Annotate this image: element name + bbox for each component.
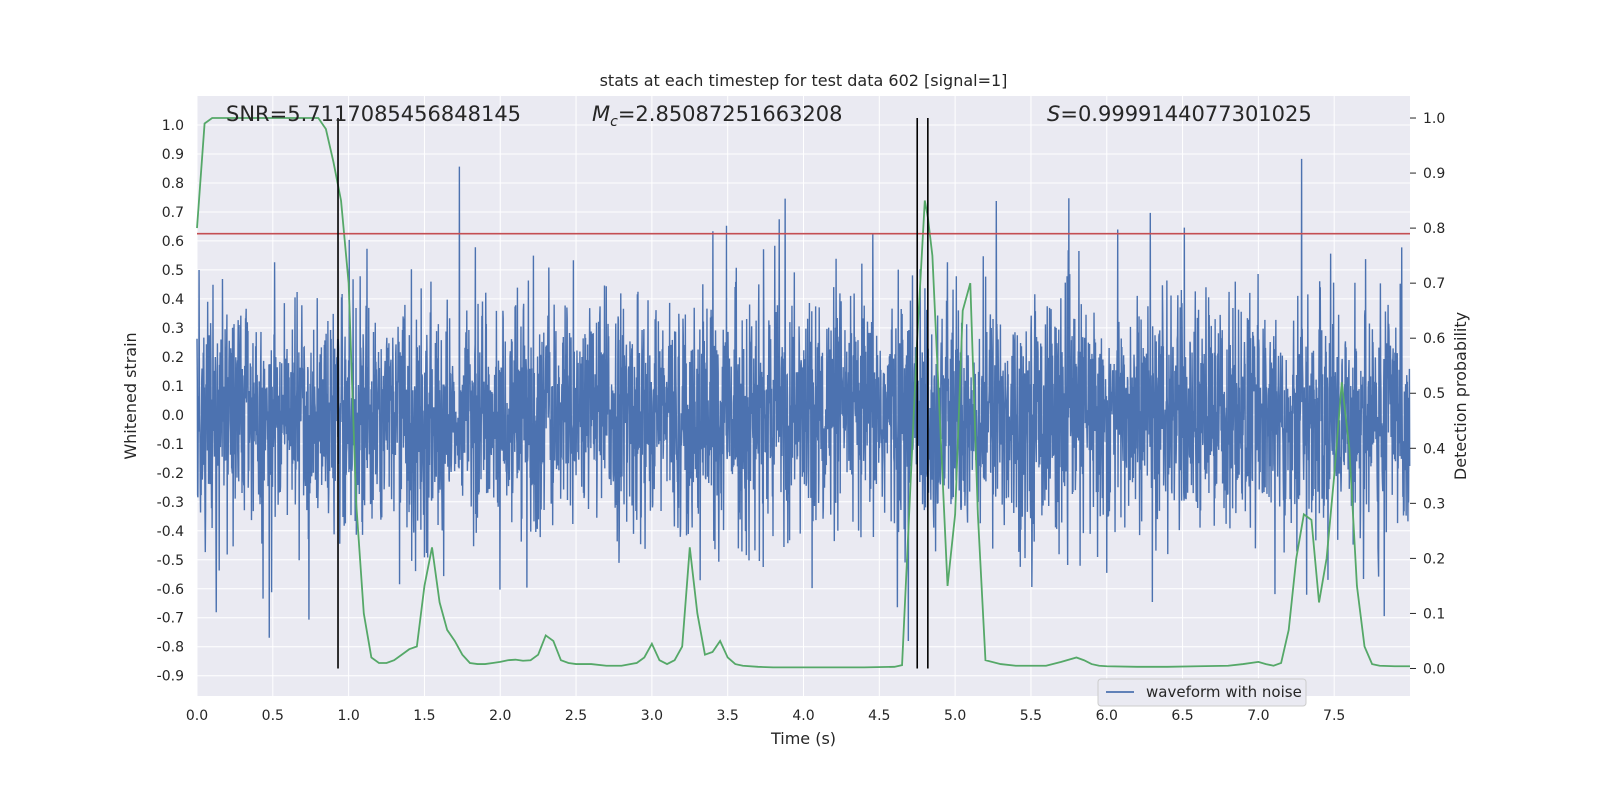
x-tick-label: 4.0 (792, 708, 814, 724)
x-tick-label: 2.5 (565, 708, 587, 724)
y2-tick-label: 1.0 (1423, 111, 1445, 127)
y2-tick-label: 0.7 (1423, 276, 1445, 292)
y-tick-label: 0.1 (162, 379, 184, 395)
x-tick-label: 7.0 (1247, 708, 1269, 724)
x-tick-label: 6.0 (1096, 708, 1118, 724)
x-axis-label: Time (s) (770, 729, 836, 748)
s-symbol: S (1047, 102, 1060, 126)
y-tick-label: 0.2 (162, 350, 184, 366)
y2-tick-label: 0.0 (1423, 661, 1445, 677)
x-tick-label: 4.5 (868, 708, 890, 724)
waveform-series (196, 158, 1411, 642)
x-tick-label: 6.5 (1171, 708, 1193, 724)
y-tick-label: -0.4 (157, 524, 184, 540)
mc-annotation: Mc=2.85087251663208 (592, 102, 843, 130)
mc-value: =2.85087251663208 (618, 102, 843, 126)
snr-annotation: SNR=5.7117085456848145 (226, 102, 521, 126)
ticks: 0.0 0.5 1.0 1.5 2.0 2.5 3.0 3.5 4.0 4.5 5.0 5.5 6.0 6… (157, 111, 1446, 724)
y-tick-label: 0.5 (162, 263, 184, 279)
y-tick-label: -0.6 (157, 582, 184, 598)
y-tick-label: 0.0 (162, 408, 184, 424)
y2-tick-label: 0.5 (1423, 386, 1445, 402)
mc-subscript: c (610, 114, 618, 130)
x-tick-label: 7.5 (1323, 708, 1345, 724)
y2-tick-label: 0.2 (1423, 551, 1445, 567)
x-tick-label: 1.5 (413, 708, 435, 724)
x-tick-label: 0.5 (262, 708, 284, 724)
y-tick-label: 0.6 (162, 234, 184, 250)
legend-box (1097, 678, 1307, 707)
waveform-line (196, 158, 1411, 642)
y-tick-label: -0.1 (157, 437, 184, 453)
y2-tick-label: 0.1 (1423, 606, 1445, 622)
y-tick-label: 0.7 (162, 205, 184, 221)
mc-symbol: M (592, 102, 610, 126)
y2-tick-label: 0.8 (1423, 221, 1445, 237)
x-tick-label: 5.0 (944, 708, 966, 724)
y2-tick-label: 0.4 (1423, 441, 1445, 457)
legend-label-waveform: waveform with noise (1146, 683, 1302, 701)
x-tick-label: 2.0 (489, 708, 511, 724)
y-axis-label: Whitened strain (121, 332, 140, 459)
x-tick-label: 0.0 (186, 708, 208, 724)
probability-line (196, 117, 1410, 669)
y2-axis-label: Detection probability (1451, 312, 1470, 480)
x-tick-label: 3.5 (717, 708, 739, 724)
s-value: =0.9999144077301025 (1060, 102, 1311, 126)
y-tick-label: 0.4 (162, 292, 184, 308)
y-tick-label: -0.9 (157, 669, 184, 685)
y-tick-label: -0.7 (157, 611, 184, 627)
y-tick-label: -0.8 (157, 640, 184, 656)
y-tick-label: -0.5 (157, 553, 184, 569)
y-tick-label: 0.9 (162, 147, 184, 163)
x-tick-label: 5.5 (1020, 708, 1042, 724)
x-tick-label: 3.0 (641, 708, 663, 724)
y2-tick-label: 0.9 (1423, 166, 1445, 182)
y2-tick-label: 0.6 (1423, 331, 1445, 347)
s-annotation: S=0.9999144077301025 (1047, 102, 1312, 126)
reference-lines (197, 118, 1410, 669)
y-tick-label: 0.3 (162, 321, 184, 337)
y-tick-label: 1.0 (162, 118, 184, 134)
legend: waveform with noise (1097, 678, 1307, 707)
y2-tick-label: 0.3 (1423, 496, 1445, 512)
y-tick-label: -0.2 (157, 466, 184, 482)
y-tick-label: 0.8 (162, 176, 184, 192)
x-tick-label: 1.0 (337, 708, 359, 724)
probability-series (196, 117, 1410, 669)
chart-title: stats at each timestep for test data 602… (600, 71, 1008, 90)
y-tick-label: -0.3 (157, 495, 184, 511)
